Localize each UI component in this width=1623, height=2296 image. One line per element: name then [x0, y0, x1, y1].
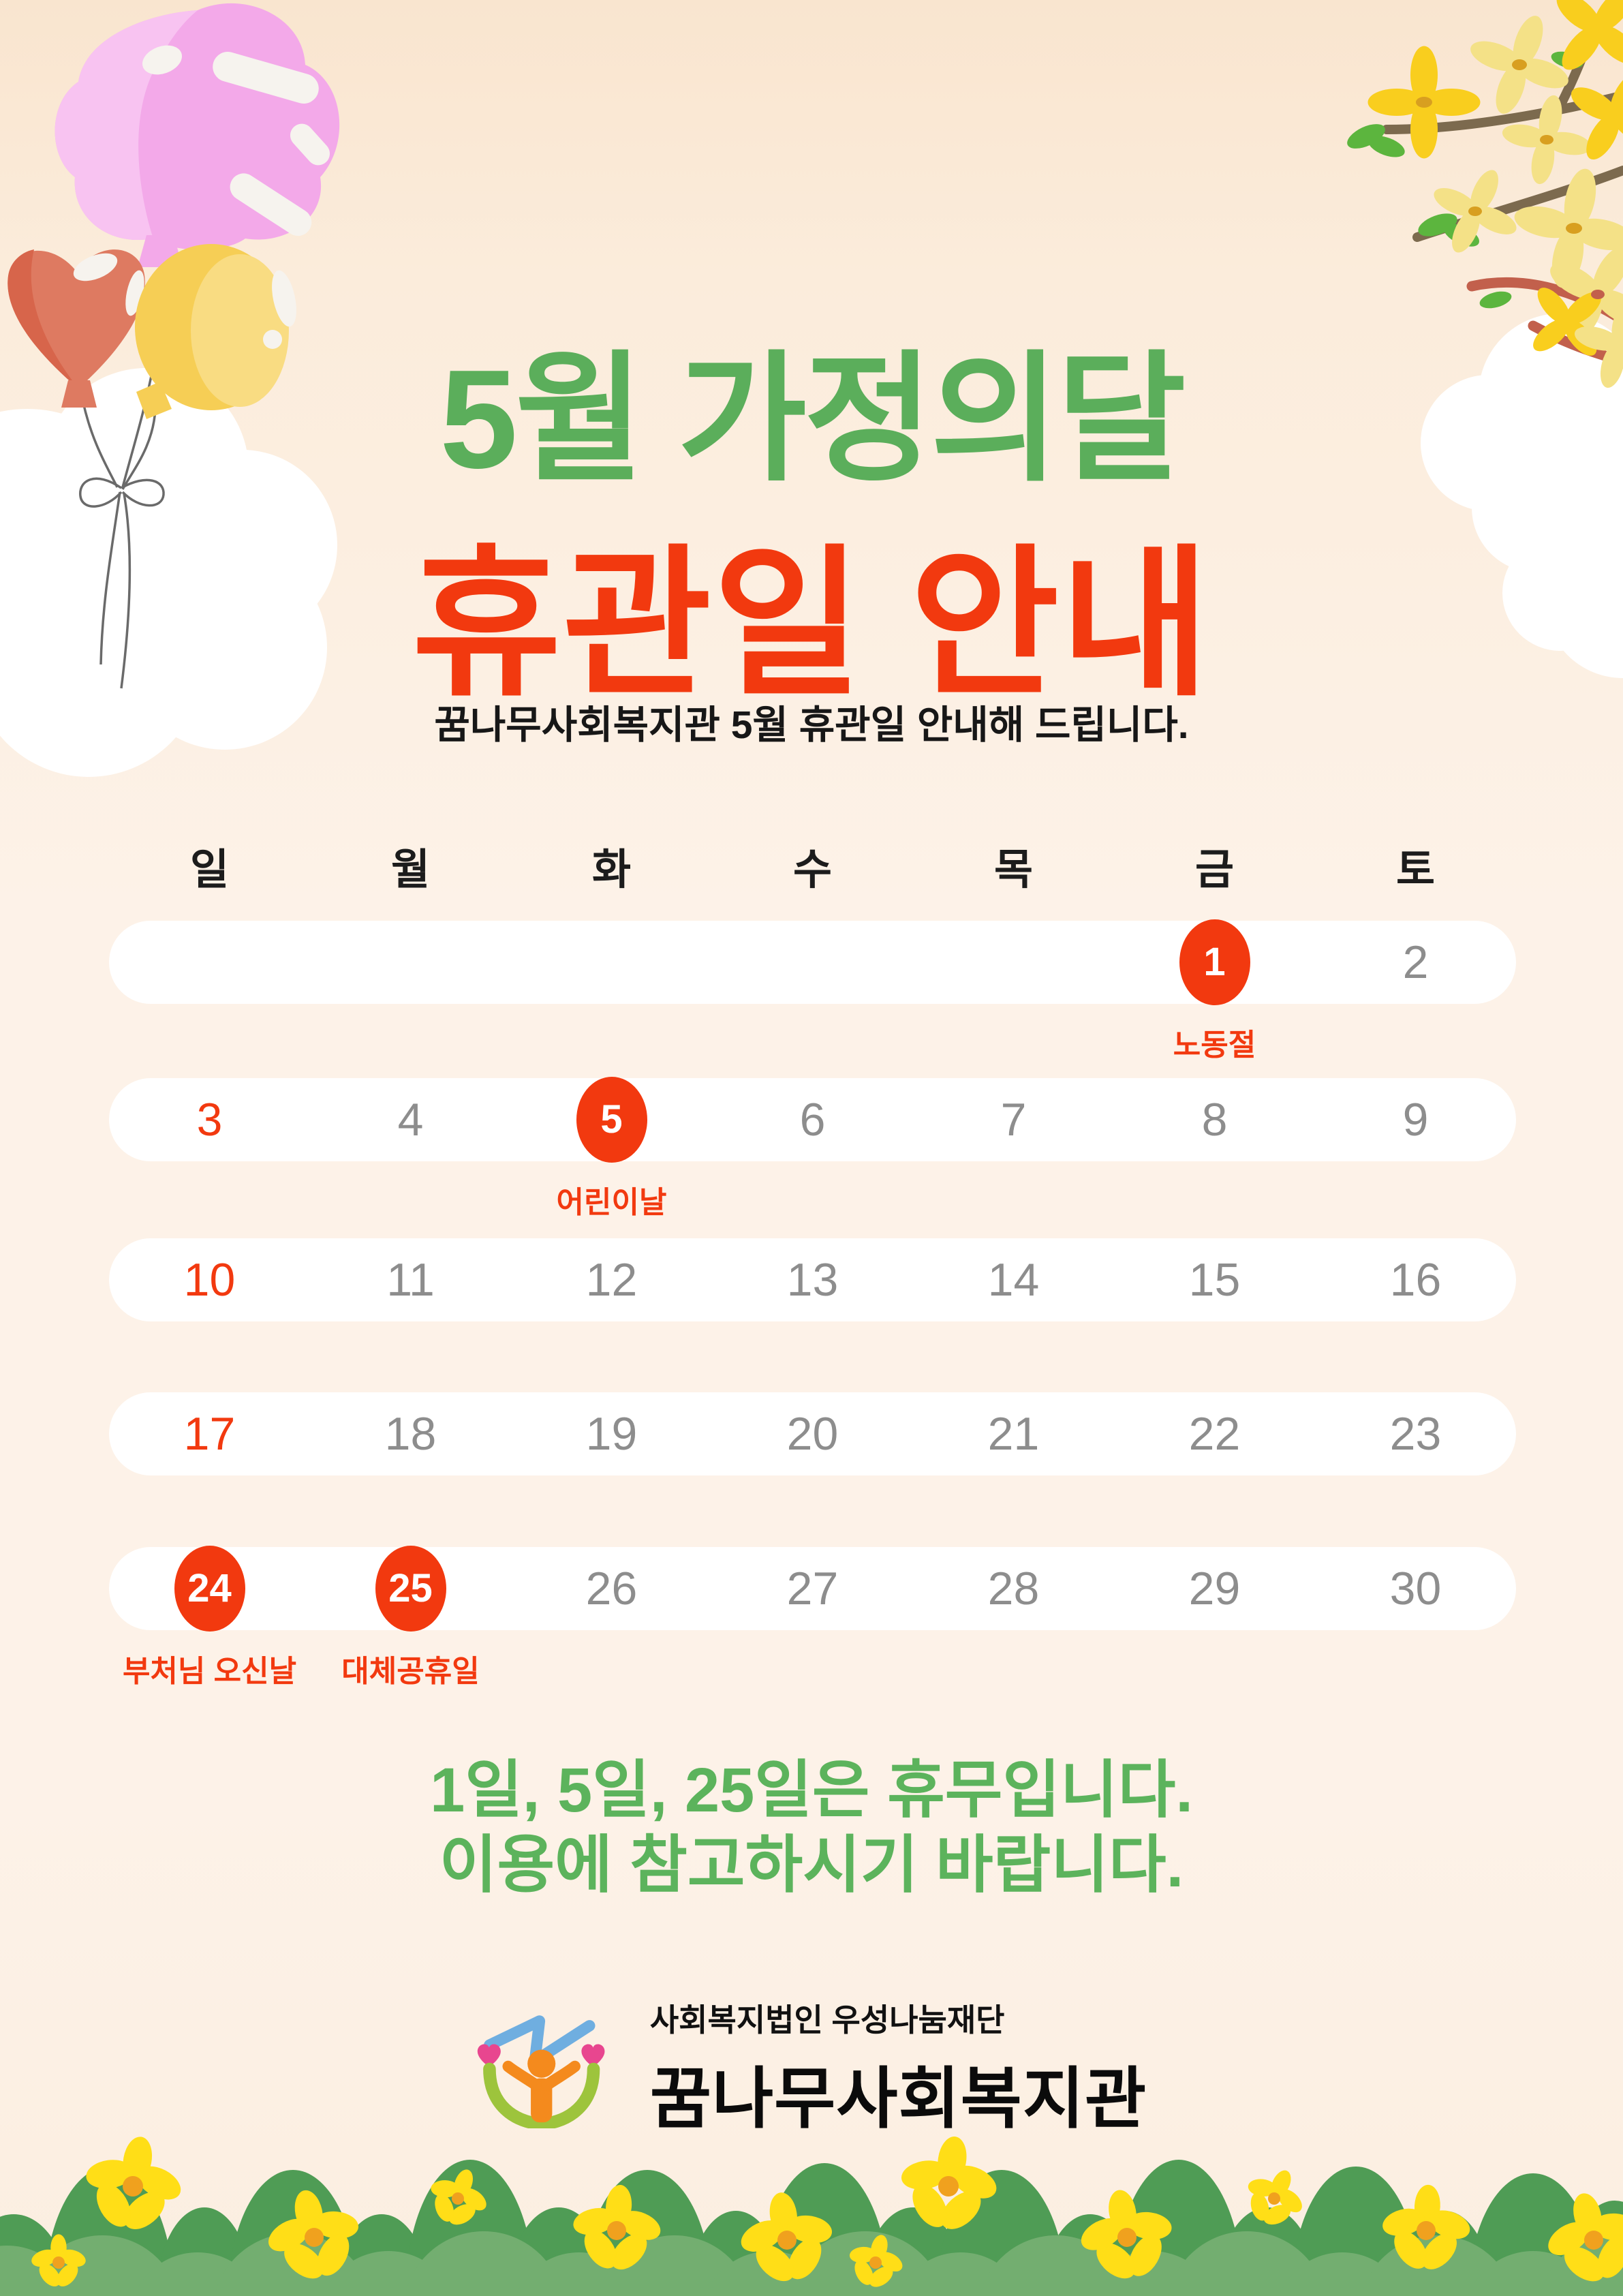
weekday-수: 수: [792, 846, 833, 893]
closure-notice: 1일, 5일, 25일은 휴무입니다. 이용에 참고하시기 바랍니다.: [430, 1753, 1193, 1903]
day-14: 14: [987, 1254, 1040, 1306]
people-heart-logo-icon: [477, 2015, 605, 2128]
holiday-circle-1: 1: [1179, 919, 1250, 1005]
logo-foundation-name: 사회복지법인 우성나눔재단: [649, 2002, 1005, 2038]
closure-notice-line1: 1일, 5일, 25일은 휴무입니다.: [430, 1756, 1193, 1825]
forsythia-branch-icon: [1347, 0, 1623, 399]
day-30: 30: [1389, 1563, 1442, 1614]
day-empty: [511, 921, 712, 1004]
day-28: 28: [987, 1563, 1040, 1614]
day-4: 4: [397, 1094, 424, 1146]
weekday-토: 토: [1395, 846, 1436, 893]
day-empty: [310, 921, 511, 1004]
day-8: 8: [1201, 1094, 1228, 1146]
day-7: 7: [1000, 1094, 1027, 1146]
day-11: 11: [386, 1254, 435, 1306]
holiday-label: 대체공휴일: [341, 1655, 480, 1688]
day-20: 20: [786, 1408, 839, 1460]
day-9: 9: [1402, 1094, 1429, 1146]
day-18: 18: [384, 1408, 437, 1460]
holiday-label: 노동절: [1173, 1028, 1256, 1062]
cloud-left-icon: [0, 368, 337, 777]
day-13: 13: [786, 1254, 839, 1306]
day-23: 23: [1389, 1408, 1442, 1460]
calendar-week-row: 10 11 12 13 14 15 16: [109, 1238, 1516, 1321]
balloons-illustration: [7, 3, 340, 689]
day-6: 6: [799, 1094, 826, 1146]
calendar-week-row: 3 4 5 6 7 8 9: [109, 1077, 1516, 1163]
day-15: 15: [1188, 1254, 1241, 1306]
weekday-화: 화: [591, 846, 632, 893]
weekday-일: 일: [189, 846, 230, 893]
day-10: 10: [183, 1254, 236, 1306]
yellow-balloon-icon: [135, 244, 296, 419]
day-25: 25: [310, 1546, 511, 1632]
logo-center-name: 꿈나무사회복지관: [649, 2061, 1147, 2136]
subtitle: 꿈나무사회복지관 5월 휴관일 안내해 드립니다.: [434, 703, 1189, 747]
day-empty: [913, 921, 1114, 1004]
day-21: 21: [987, 1408, 1040, 1460]
flower-icon: [29, 2128, 1623, 2296]
logo-text-block: 사회복지법인 우성나눔재단 꿈나무사회복지관: [650, 1995, 1147, 2141]
holiday-circle-25: 25: [375, 1546, 446, 1632]
day-empty: [109, 921, 310, 1004]
day-12: 12: [585, 1254, 638, 1306]
day-19: 19: [585, 1408, 638, 1460]
day-3: 3: [196, 1094, 223, 1146]
day-2: 2: [1402, 936, 1429, 988]
day-22: 22: [1188, 1408, 1241, 1460]
day-5: 5: [511, 1077, 712, 1163]
cloud-right-icon: [1421, 313, 1623, 678]
weekday-금: 금: [1194, 846, 1235, 893]
day-27: 27: [786, 1563, 839, 1614]
day-empty: [712, 921, 913, 1004]
day-1: 1: [1114, 919, 1315, 1005]
pink-balloon-icon: [55, 3, 340, 267]
heart-balloon-icon: [7, 249, 145, 408]
day-26: 26: [585, 1563, 638, 1614]
holiday-label: 어린이날: [556, 1186, 667, 1219]
holiday-circle-24: 24: [174, 1546, 245, 1632]
weekday-월: 월: [390, 846, 431, 893]
weekday-목: 목: [993, 846, 1034, 893]
day-17: 17: [183, 1408, 236, 1460]
day-29: 29: [1188, 1563, 1241, 1614]
holiday-circle-5: 5: [576, 1077, 647, 1163]
day-24: 24: [109, 1546, 310, 1632]
page-title-line2: 휴관일 안내: [412, 534, 1211, 715]
calendar-week-row: 24 25 26 27 28 29 30: [109, 1546, 1516, 1632]
organization-logo: 사회복지법인 우성나눔재단 꿈나무사회복지관: [476, 1995, 1147, 2141]
calendar-week-row: 17 18 19 20 21 22 23: [109, 1392, 1516, 1475]
closure-notice-line2: 이용에 참고하시기 바랍니다.: [439, 1831, 1184, 1901]
page-title-line1: 5월 가정의달: [439, 341, 1186, 498]
day-16: 16: [1389, 1254, 1442, 1306]
bush-icon: [0, 2128, 1623, 2296]
holiday-label: 부처님 오신날: [122, 1655, 297, 1688]
